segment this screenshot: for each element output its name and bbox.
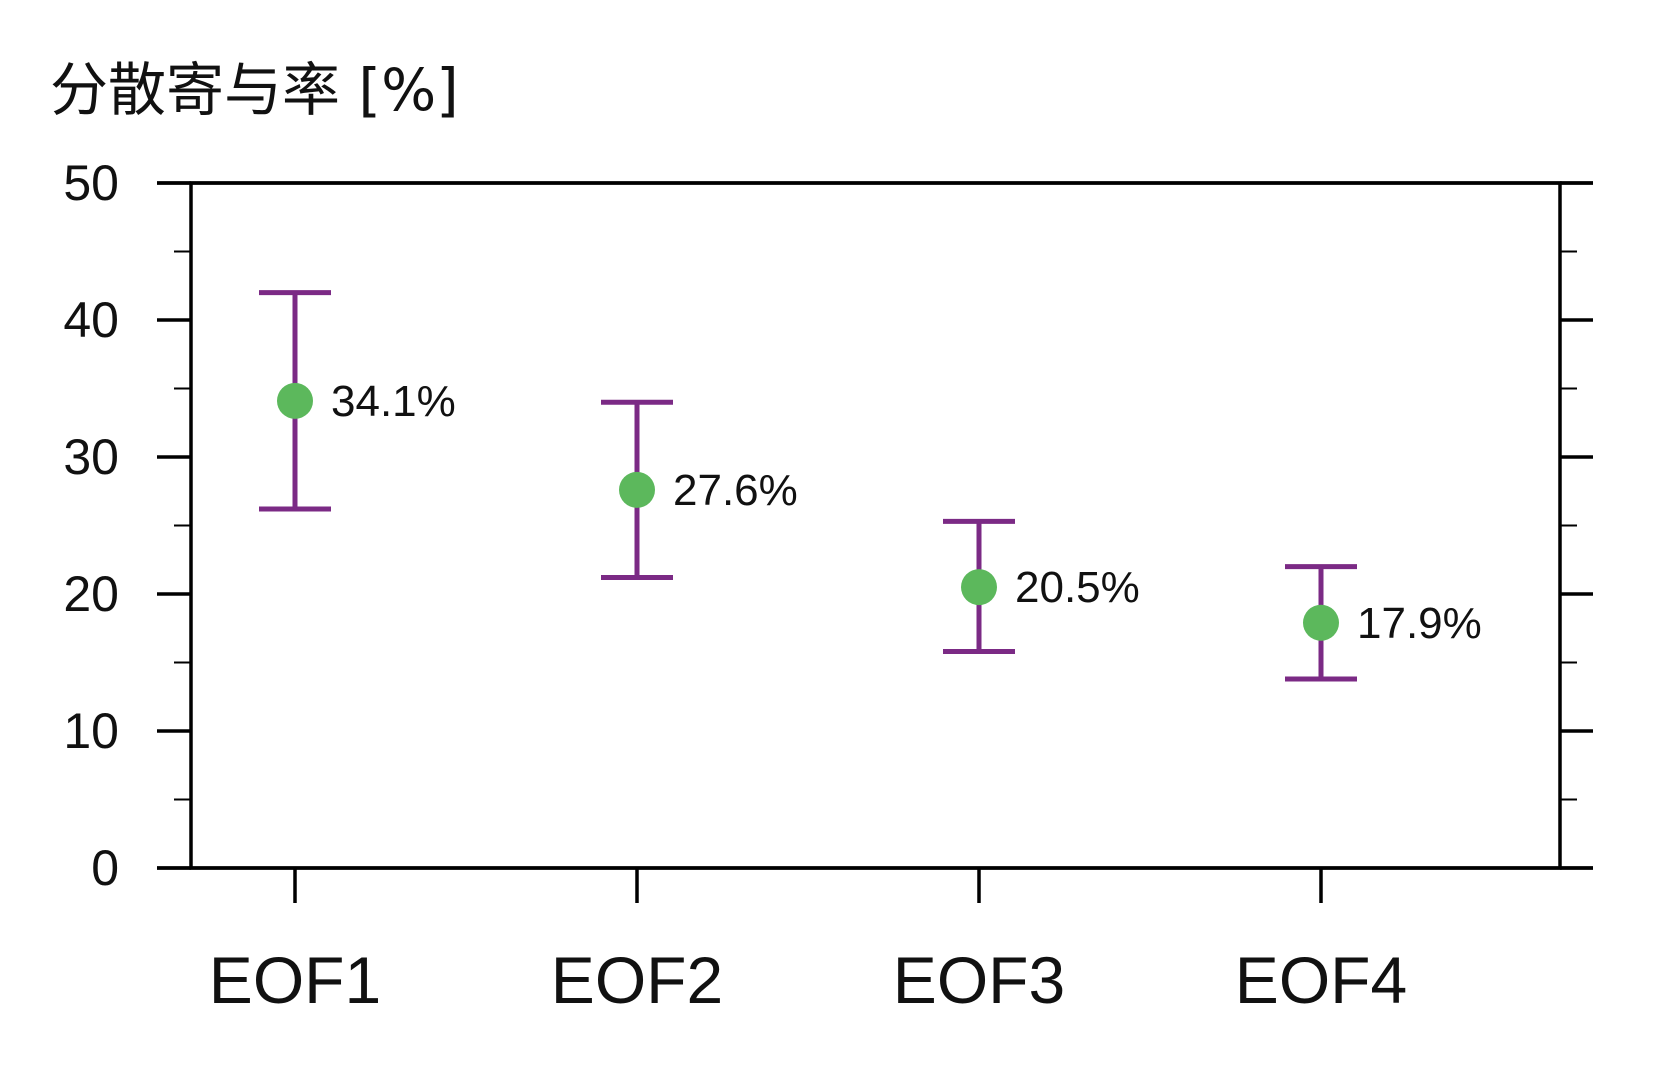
data-point	[619, 471, 655, 508]
y-tick-label: 0	[91, 840, 119, 896]
x-tick-label: EOF4	[1235, 943, 1407, 1017]
plot-frame	[189, 181, 1562, 870]
y-tick-label: 30	[63, 429, 119, 485]
x-ticks: EOF1 EOF2 EOF3 EOF4	[209, 868, 1407, 1017]
data-label: 17.9%	[1357, 599, 1482, 648]
data-label: 27.6%	[673, 466, 798, 515]
x-tick-label: EOF2	[551, 943, 723, 1017]
y-tick-label: 40	[63, 292, 119, 348]
data-point	[1303, 604, 1339, 641]
x-tick-label: EOF1	[209, 943, 381, 1017]
data-point	[961, 569, 997, 606]
errorbar-group: 17.9%	[1285, 564, 1482, 682]
data-marks: 34.1% 27.6% 20.5% 17.9%	[259, 290, 1482, 682]
y-ticks: 0 10 20 30 40 50	[63, 155, 1593, 896]
y-tick-label: 20	[63, 566, 119, 622]
y-tick-label: 10	[63, 703, 119, 759]
x-tick-label: EOF3	[893, 943, 1065, 1017]
errorbar-group: 20.5%	[943, 518, 1140, 655]
errorbar-group: 27.6%	[601, 399, 798, 581]
y-axis-label: 分散寄与率 [%]	[50, 56, 459, 124]
data-label: 20.5%	[1015, 563, 1140, 612]
plot-axes	[157, 181, 1593, 870]
data-point	[277, 382, 313, 419]
data-label: 34.1%	[331, 377, 456, 426]
y-tick-label: 50	[63, 155, 119, 211]
errorbar-group: 34.1%	[259, 290, 456, 512]
